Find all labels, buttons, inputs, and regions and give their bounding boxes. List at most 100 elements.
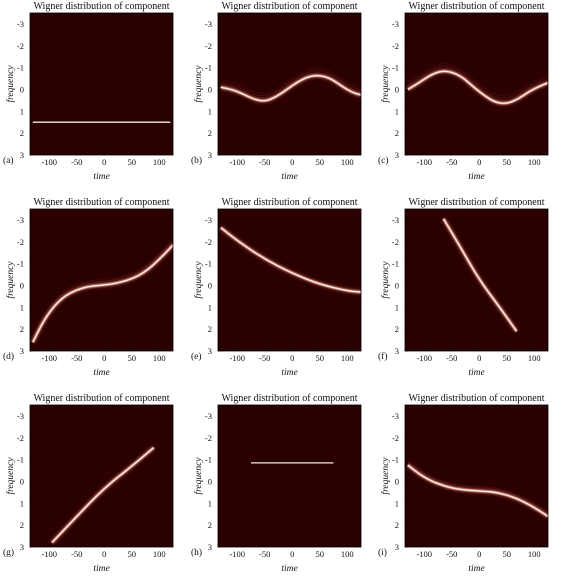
x-tick-label: 0	[290, 157, 294, 167]
plot-area	[218, 209, 361, 351]
y-tick-label: -3	[392, 19, 399, 29]
plot-area	[405, 13, 548, 155]
x-axis-label: time	[281, 172, 297, 182]
y-tick-label: 3	[20, 346, 24, 356]
x-axis-label: time	[468, 172, 484, 182]
y-tick-label: -2	[17, 433, 24, 443]
wigner-ridge-b	[220, 67, 361, 104]
y-tick-label: 0	[208, 84, 212, 94]
x-tick-label: 100	[341, 353, 354, 363]
x-tick-label: 50	[316, 157, 325, 167]
wigner-ridge-f	[440, 217, 520, 334]
x-tick-label: -100	[41, 157, 57, 167]
y-axis-label: frequency	[5, 65, 16, 103]
y-tick-label: -2	[392, 433, 399, 443]
y-tick-label: 0	[20, 476, 24, 486]
y-tick-label: -1	[17, 63, 24, 73]
plot-frame	[404, 404, 549, 548]
y-tick-label: 1	[208, 498, 212, 508]
y-tick-label: 2	[208, 324, 212, 334]
x-tick-label: -50	[259, 549, 270, 559]
y-tick-label: -2	[392, 237, 399, 247]
y-tick-label: -1	[392, 259, 399, 269]
x-tick-label: -100	[229, 353, 245, 363]
x-tick-label: 50	[316, 353, 325, 363]
panel-title: Wigner distribution of component	[34, 1, 170, 12]
panel-c: Wigner distribution of component -100 -50 0…	[378, 1, 549, 182]
y-axis-label: frequency	[193, 65, 204, 103]
plot-frame	[217, 404, 362, 548]
x-tick-label: -50	[71, 549, 82, 559]
wigner-ridge-e	[218, 225, 361, 295]
panel-label: (d)	[3, 351, 14, 362]
y-tick-label: 3	[208, 346, 212, 356]
x-tick-label: -50	[71, 353, 82, 363]
plot-frame	[217, 208, 362, 352]
y-tick-label: -2	[205, 433, 212, 443]
y-tick-label: -1	[205, 63, 212, 73]
x-tick-label: 50	[128, 157, 137, 167]
y-tick-label: -2	[17, 41, 24, 51]
x-tick-label: 100	[153, 353, 166, 363]
x-tick-label: 100	[528, 157, 541, 167]
x-tick-label: 50	[316, 549, 325, 559]
panel-e: Wigner distribution of component -100 -50 0…	[191, 197, 362, 378]
y-axis-label: frequency	[380, 65, 391, 103]
y-tick-label: -3	[205, 411, 212, 421]
y-tick-label: 2	[20, 128, 24, 138]
y-tick-label: -1	[392, 455, 399, 465]
panel-title: Wigner distribution of component	[222, 1, 358, 12]
plot-frame	[29, 404, 174, 548]
x-axis-label: time	[281, 368, 297, 378]
panel-label: (b)	[191, 155, 202, 166]
wigner-ridge-c	[406, 63, 548, 107]
plot-frame	[29, 12, 174, 156]
y-tick-label: -3	[17, 215, 24, 225]
y-axis-label: frequency	[5, 457, 16, 495]
x-tick-label: 100	[528, 353, 541, 363]
y-tick-label: -2	[205, 41, 212, 51]
x-tick-label: 0	[102, 157, 106, 167]
y-tick-label: 2	[395, 520, 399, 530]
panel-label: (h)	[191, 547, 202, 558]
y-tick-label: 3	[395, 542, 399, 552]
y-tick-label: 2	[395, 128, 399, 138]
plot-frame	[404, 208, 549, 352]
plot-area	[30, 405, 173, 547]
y-tick-label: 0	[395, 476, 399, 486]
x-axis-label: time	[281, 564, 297, 574]
x-tick-label: 50	[128, 549, 137, 559]
plot-frame	[29, 208, 174, 352]
y-tick-label: -1	[205, 259, 212, 269]
x-tick-label: -50	[259, 157, 270, 167]
x-tick-label: 0	[477, 549, 481, 559]
y-tick-label: 2	[20, 520, 24, 530]
panel-g: Wigner distribution of component -100 -50 0…	[3, 393, 174, 574]
x-tick-label: -100	[229, 549, 245, 559]
panel-title: Wigner distribution of component	[409, 197, 545, 208]
y-tick-label: 1	[208, 106, 212, 116]
x-tick-label: 100	[528, 549, 541, 559]
y-tick-label: 2	[20, 324, 24, 334]
y-tick-label: -3	[17, 411, 24, 421]
x-axis-label: time	[93, 564, 109, 574]
x-tick-label: -100	[416, 353, 432, 363]
y-tick-label: 1	[20, 498, 24, 508]
y-tick-label: 3	[20, 542, 24, 552]
x-tick-label: -50	[446, 353, 457, 363]
y-tick-label: 2	[208, 128, 212, 138]
y-tick-label: 1	[395, 106, 399, 116]
x-tick-label: 50	[503, 157, 512, 167]
x-tick-label: 50	[503, 353, 512, 363]
panel-f: Wigner distribution of component -100 -50 0…	[378, 197, 549, 378]
panel-title: Wigner distribution of component	[222, 393, 358, 404]
x-tick-label: 100	[153, 549, 166, 559]
panel-title: Wigner distribution of component	[222, 197, 358, 208]
x-tick-label: 100	[341, 157, 354, 167]
y-tick-label: 0	[208, 476, 212, 486]
x-tick-label: 0	[290, 549, 294, 559]
y-tick-label: 1	[208, 302, 212, 312]
y-tick-label: 0	[20, 84, 24, 94]
y-tick-label: 2	[208, 520, 212, 530]
